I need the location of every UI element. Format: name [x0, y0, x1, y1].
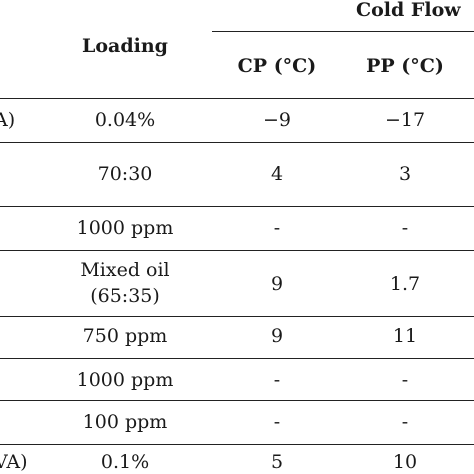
pp-cell: 11	[392, 325, 418, 347]
loading-cell-line1: Mixed oil	[80, 259, 170, 281]
pp-cell: 3	[398, 163, 412, 185]
cp-column-header: CP (°C)	[237, 55, 317, 77]
pp-cell: −17	[384, 109, 426, 131]
loading-cell: 0.1%	[100, 451, 150, 473]
loading-cell: 0.04%	[94, 109, 156, 131]
header-bottom-rule	[0, 98, 474, 99]
row-label-fragment: A)	[0, 109, 16, 131]
pp-cell: 1.7	[389, 273, 421, 295]
pp-cell: -	[401, 411, 409, 433]
cp-cell: −9	[262, 109, 291, 131]
row-divider	[0, 316, 474, 317]
row-label-fragment: VA)	[0, 451, 28, 473]
cp-cell: -	[273, 411, 281, 433]
row-divider	[0, 142, 474, 143]
loading-cell: 1000 ppm	[76, 217, 174, 239]
cold-flow-group-header: Cold Flow	[356, 0, 461, 21]
loading-cell: 750 ppm	[82, 325, 168, 347]
row-divider	[0, 444, 474, 445]
loading-cell-line2: (65:35)	[90, 285, 160, 307]
loading-cell: 1000 ppm	[76, 369, 174, 391]
pp-cell: -	[401, 369, 409, 391]
cp-cell: 9	[270, 325, 284, 347]
row-divider	[0, 206, 474, 207]
pp-cell: 10	[392, 451, 418, 473]
cp-cell: -	[273, 217, 281, 239]
group-header-rule	[212, 31, 474, 32]
loading-cell: 70:30	[97, 163, 153, 185]
pp-cell: -	[401, 217, 409, 239]
row-divider	[0, 400, 474, 401]
loading-column-header: Loading	[82, 35, 168, 57]
loading-cell: 100 ppm	[82, 411, 168, 433]
cp-cell: 9	[270, 273, 284, 295]
cp-cell: 5	[270, 451, 284, 473]
row-divider	[0, 250, 474, 251]
cp-cell: -	[273, 369, 281, 391]
row-divider	[0, 358, 474, 359]
pp-column-header: PP (°C)	[366, 55, 444, 77]
cp-cell: 4	[270, 163, 284, 185]
